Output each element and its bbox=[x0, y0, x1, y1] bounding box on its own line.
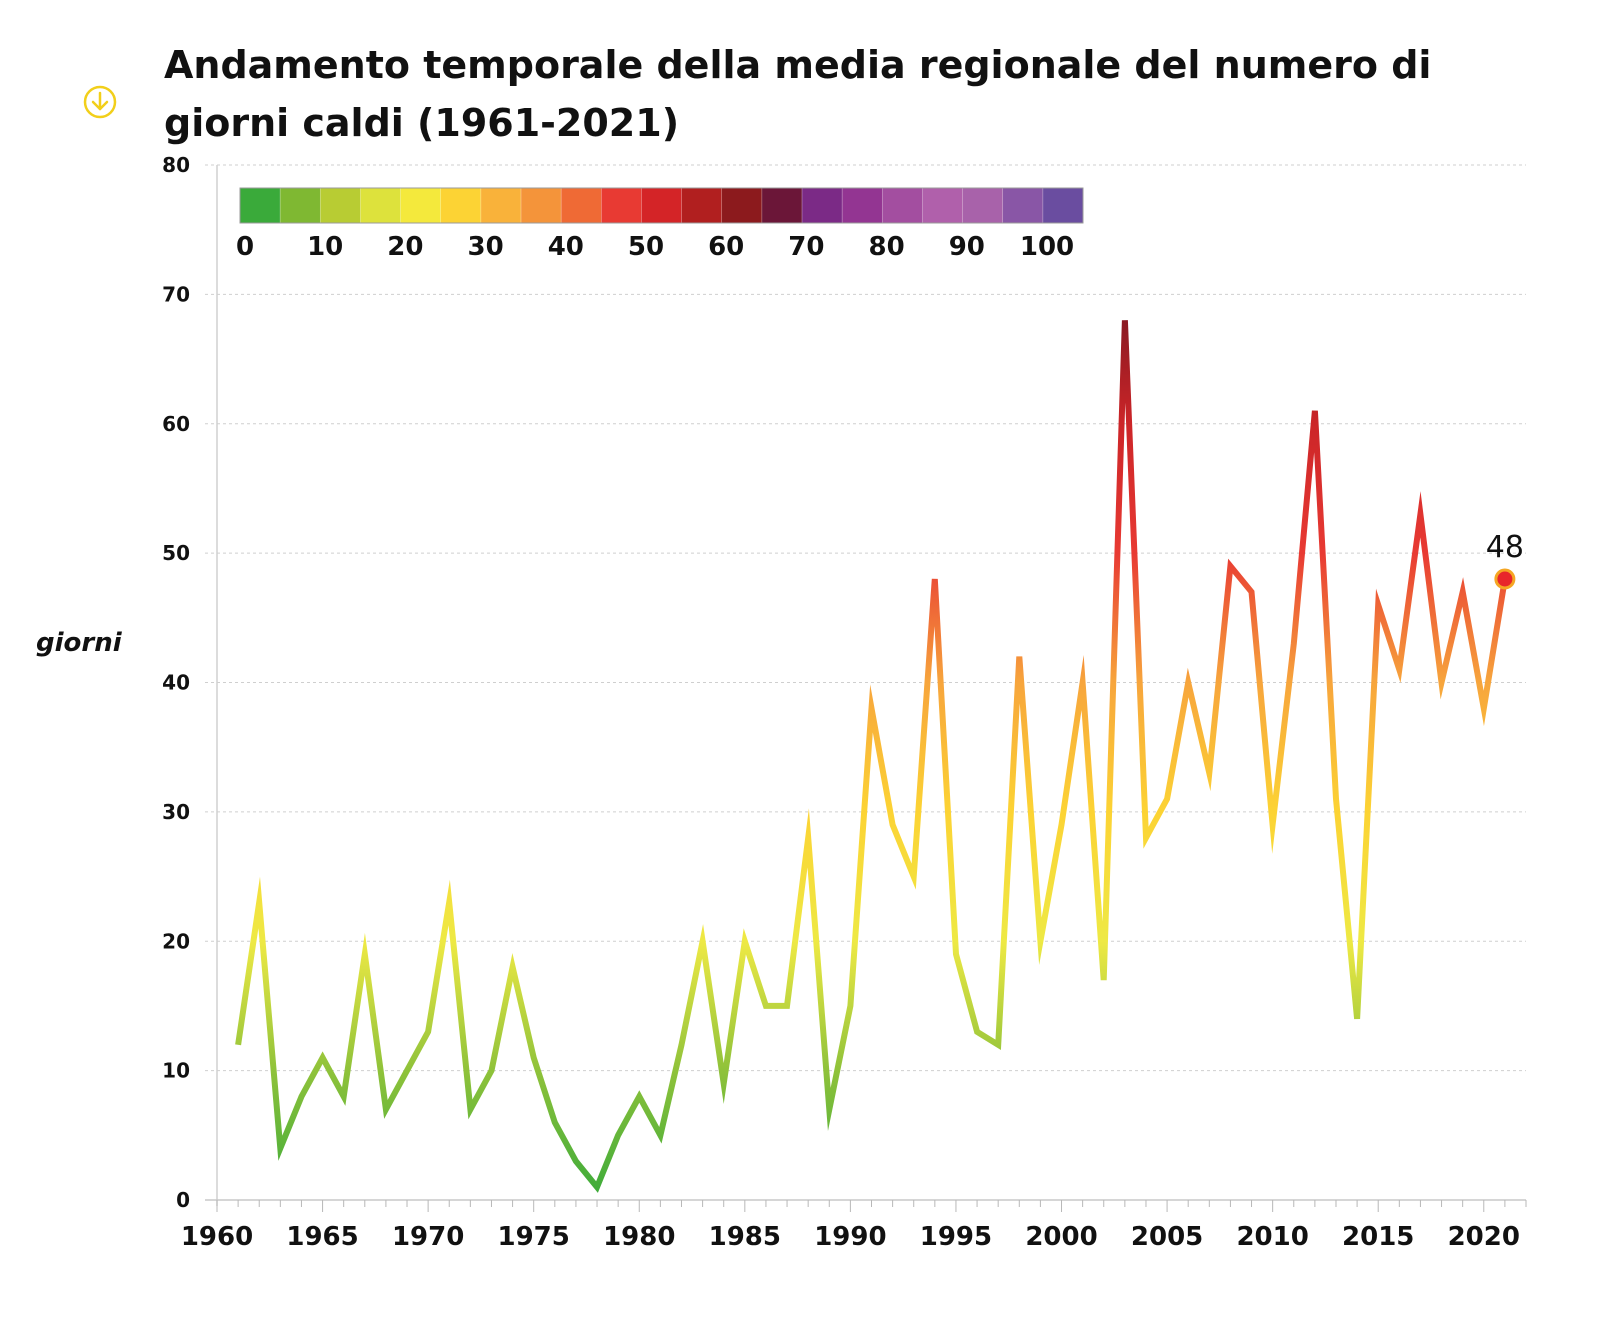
colorbar-swatch bbox=[721, 187, 763, 224]
series-line-giorni-caldi bbox=[235, 320, 1508, 1193]
y-tick-label: 0 bbox=[176, 1188, 190, 1212]
colorbar-swatch bbox=[360, 187, 402, 224]
x-tick-label: 2015 bbox=[1342, 1222, 1414, 1252]
colorbar-swatch bbox=[841, 187, 884, 224]
colorbar-tick-label: 0 bbox=[236, 232, 254, 262]
y-tick-label: 80 bbox=[162, 153, 190, 177]
colorbar-swatch bbox=[480, 187, 522, 224]
y-tick-label: 10 bbox=[162, 1059, 190, 1083]
colorbar-swatch bbox=[560, 187, 603, 224]
colorbar-tick-label: 100 bbox=[1020, 232, 1074, 262]
colorbar-tick-label: 60 bbox=[708, 232, 744, 262]
y-tick-label: 20 bbox=[162, 929, 190, 953]
colorbar-swatch bbox=[761, 187, 803, 224]
colorbar-tick-label: 70 bbox=[788, 232, 824, 262]
y-tick-label: 30 bbox=[162, 800, 190, 824]
x-tick-label: 1990 bbox=[814, 1222, 886, 1252]
y-tick-labels: 0 10 20 30 40 50 60 70 80 bbox=[162, 153, 190, 1212]
x-tick-label: 1970 bbox=[392, 1222, 464, 1252]
colorbar-swatch bbox=[922, 187, 964, 224]
colorbar-swatch bbox=[239, 187, 281, 224]
y-axis-label: giorni bbox=[36, 628, 123, 658]
colorbar-swatch bbox=[881, 187, 924, 224]
x-tick-label: 1985 bbox=[709, 1222, 781, 1252]
colorbar-swatch bbox=[801, 187, 843, 224]
x-tick-label: 1980 bbox=[603, 1222, 675, 1252]
download-icon[interactable] bbox=[82, 84, 118, 120]
colorbar-tick-label: 90 bbox=[949, 232, 985, 262]
colorbar-tick-label: 30 bbox=[468, 232, 504, 262]
chart-title: Andamento temporale della media regional… bbox=[164, 43, 1432, 145]
colorbar-swatch bbox=[520, 187, 562, 224]
download-circle-icon bbox=[83, 85, 117, 119]
colorbar-swatch bbox=[440, 187, 482, 224]
series-line bbox=[235, 320, 1508, 1193]
x-tick-label: 2020 bbox=[1448, 1222, 1520, 1252]
colorbar-swatch bbox=[1002, 187, 1044, 224]
x-tick-label: 1960 bbox=[181, 1222, 253, 1252]
colorbar-swatch bbox=[962, 187, 1004, 224]
x-tick-label: 1965 bbox=[286, 1222, 358, 1252]
colorbar-border bbox=[239, 187, 1084, 224]
y-tick-label: 70 bbox=[162, 282, 190, 306]
end-value-label: 48 bbox=[1486, 530, 1524, 565]
colorbar-tick-label: 40 bbox=[548, 232, 584, 262]
colorbar-swatch bbox=[279, 187, 322, 224]
x-tick-label: 1995 bbox=[920, 1222, 992, 1252]
colorbar-swatch bbox=[319, 187, 362, 224]
colorbar-swatch bbox=[600, 187, 643, 224]
grid-lines bbox=[205, 164, 1526, 1072]
y-tick-label: 60 bbox=[162, 412, 190, 436]
x-tick-label: 2000 bbox=[1025, 1222, 1097, 1252]
x-tick-label: 2010 bbox=[1236, 1222, 1308, 1252]
colorbar-swatch bbox=[641, 187, 683, 224]
axes bbox=[205, 165, 1527, 1212]
colorbar-tick-label: 80 bbox=[869, 232, 905, 262]
colorbar-swatch bbox=[1042, 187, 1084, 224]
colorbar-tick-label: 10 bbox=[307, 232, 343, 262]
end-marker-group: 48 bbox=[1486, 530, 1524, 590]
x-tick-label: 1975 bbox=[498, 1222, 570, 1252]
colorbar-swatch bbox=[400, 187, 442, 224]
colorbar-swatch bbox=[681, 187, 723, 224]
colorbar-tick-label: 50 bbox=[628, 232, 664, 262]
colorbar-tick-label: 20 bbox=[387, 232, 423, 262]
x-tick-label: 2005 bbox=[1131, 1222, 1203, 1252]
y-tick-label: 40 bbox=[162, 671, 190, 695]
x-tick-labels: 1960 1965 1970 1975 1980 1985 1990 1995 2000 2005… bbox=[181, 1222, 1520, 1252]
end-point-marker bbox=[1494, 568, 1516, 590]
colorbar-legend: 0 10 20 30 40 50 60 70 80 90 100 bbox=[236, 187, 1084, 262]
y-tick-label: 50 bbox=[162, 541, 190, 565]
